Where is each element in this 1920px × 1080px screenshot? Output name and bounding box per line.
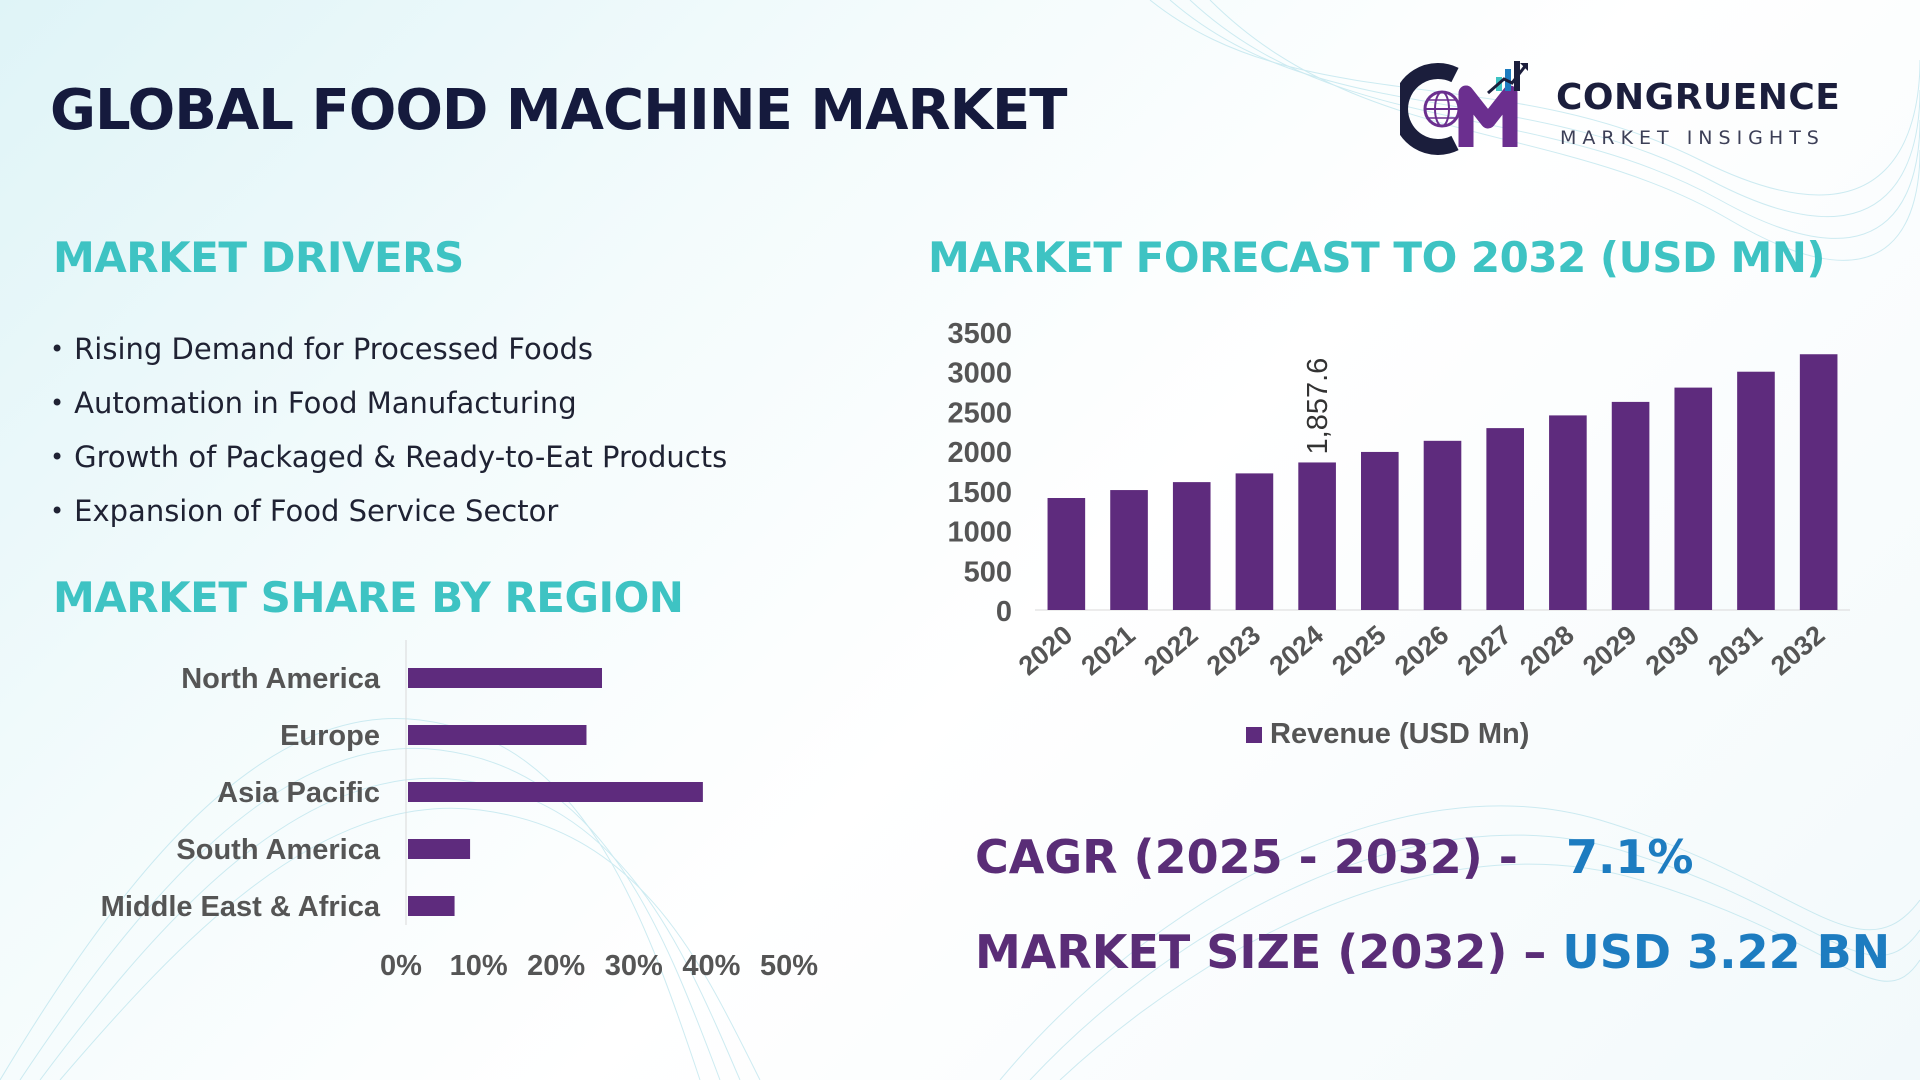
- legend-label: Revenue (USD Mn): [1270, 718, 1529, 750]
- cm-globe-logo-icon: [1392, 61, 1528, 155]
- driver-item: • Rising Demand for Processed Foods: [50, 322, 727, 376]
- forecast-bar: [1298, 462, 1336, 610]
- driver-text: Automation in Food Manufacturing: [74, 386, 577, 420]
- region-x-tick-label: 50%: [760, 950, 818, 982]
- forecast-data-label: 1,857.6: [1302, 358, 1334, 455]
- forecast-x-tick-label: 2030: [1640, 620, 1705, 682]
- logo-name: CONGRUENCE: [1556, 77, 1841, 118]
- market-size-label: MARKET SIZE (2032) –: [975, 925, 1547, 979]
- forecast-bar: [1674, 387, 1713, 610]
- forecast-y-tick-label: 1500: [947, 477, 1012, 509]
- forecast-x-tick-label: 2023: [1201, 620, 1266, 682]
- forecast-x-tick-label: 2031: [1703, 620, 1768, 682]
- bullet-icon: •: [50, 389, 65, 417]
- forecast-x-tick-label: 2020: [1013, 620, 1078, 682]
- cagr-stat: CAGR (2025 - 2032) - 7.1%: [975, 830, 1694, 884]
- cagr-label: CAGR (2025 - 2032) -: [975, 830, 1518, 884]
- forecast-y-tick-label: 3000: [947, 358, 1012, 390]
- region-bar: [408, 668, 602, 688]
- forecast-x-tick-label: 2027: [1452, 620, 1517, 682]
- region-x-tick-label: 10%: [450, 950, 508, 982]
- market-size-stat: MARKET SIZE (2032) – USD 3.22 BN: [975, 925, 1890, 979]
- forecast-bar: [1737, 371, 1775, 610]
- cagr-value: 7.1%: [1565, 830, 1694, 884]
- region-category-label: Middle East & Africa: [101, 891, 381, 923]
- driver-text: Growth of Packaged & Ready-to-Eat Produc…: [74, 440, 728, 474]
- market-size-value: USD 3.22 BN: [1562, 925, 1891, 979]
- region-category-label: Asia Pacific: [217, 777, 380, 809]
- region-category-label: South America: [176, 834, 380, 866]
- forecast-bar: [1799, 354, 1838, 610]
- logo: CONGRUENCE MARKET INSIGHTS: [1392, 55, 1870, 155]
- region-category-label: North America: [181, 663, 381, 695]
- bullet-icon: •: [50, 497, 65, 525]
- driver-text: Rising Demand for Processed Foods: [74, 332, 593, 366]
- region-x-tick-label: 30%: [605, 950, 663, 982]
- forecast-y-tick-label: 2000: [947, 437, 1012, 469]
- forecast-y-tick-label: 500: [964, 556, 1012, 588]
- forecast-x-tick-label: 2022: [1138, 620, 1203, 682]
- forecast-bar: [1549, 415, 1587, 610]
- forecast-bar: [1361, 451, 1399, 610]
- forecast-bar: [1235, 473, 1274, 610]
- market-forecast-heading: MARKET FORECAST TO 2032 (USD MN): [928, 233, 1826, 282]
- forecast-bar: [1423, 440, 1462, 610]
- region-x-tick-label: 20%: [527, 950, 585, 982]
- driver-item: • Growth of Packaged & Ready-to-Eat Produ…: [50, 430, 727, 484]
- driver-item: • Expansion of Food Service Sector: [50, 484, 727, 538]
- region-bar: [408, 839, 471, 859]
- region-bar: [408, 782, 703, 802]
- market-share-region-heading: MARKET SHARE BY REGION: [53, 573, 684, 622]
- forecast-y-tick-label: 2500: [947, 397, 1012, 429]
- forecast-y-tick-label: 3500: [947, 318, 1012, 350]
- forecast-x-tick-label: 2028: [1514, 620, 1579, 682]
- forecast-x-tick-label: 2032: [1765, 620, 1830, 682]
- region-share-chart: North America Europe Asia Pacific South Ame…: [101, 640, 818, 982]
- logo-tagline: MARKET INSIGHTS: [1560, 127, 1825, 149]
- bullet-icon: •: [50, 443, 65, 471]
- forecast-bar: [1486, 428, 1524, 610]
- forecast-x-tick-label: 2025: [1326, 620, 1391, 682]
- market-drivers-list: • Rising Demand for Processed Foods • Auto…: [50, 322, 727, 538]
- forecast-y-tick-label: 0: [996, 596, 1012, 628]
- region-bar: [408, 725, 587, 745]
- forecast-y-tick-label: 1000: [947, 517, 1012, 549]
- forecast-chart: 0 500 1000 1500 2000 2500 3000 3500 202020212022…: [947, 318, 1850, 750]
- forecast-bar: [1172, 482, 1211, 610]
- forecast-x-tick-label: 2026: [1389, 620, 1454, 682]
- forecast-bar: [1047, 498, 1086, 610]
- forecast-x-tick-label: 2029: [1577, 620, 1642, 682]
- forecast-x-tick-label: 2021: [1076, 620, 1141, 682]
- market-drivers-heading: MARKET DRIVERS: [53, 233, 464, 282]
- forecast-bar: [1611, 401, 1650, 610]
- driver-item: • Automation in Food Manufacturing: [50, 376, 727, 430]
- region-x-tick-label: 0%: [380, 950, 422, 982]
- forecast-bar: [1110, 490, 1148, 610]
- page-title: GLOBAL FOOD MACHINE MARKET: [50, 78, 1067, 143]
- region-x-tick-label: 40%: [682, 950, 740, 982]
- bullet-icon: •: [50, 335, 65, 363]
- legend-swatch: [1246, 727, 1262, 743]
- region-category-label: Europe: [280, 720, 380, 752]
- forecast-x-tick-label: 2024: [1264, 620, 1329, 682]
- driver-text: Expansion of Food Service Sector: [74, 494, 559, 528]
- region-bar: [408, 896, 455, 916]
